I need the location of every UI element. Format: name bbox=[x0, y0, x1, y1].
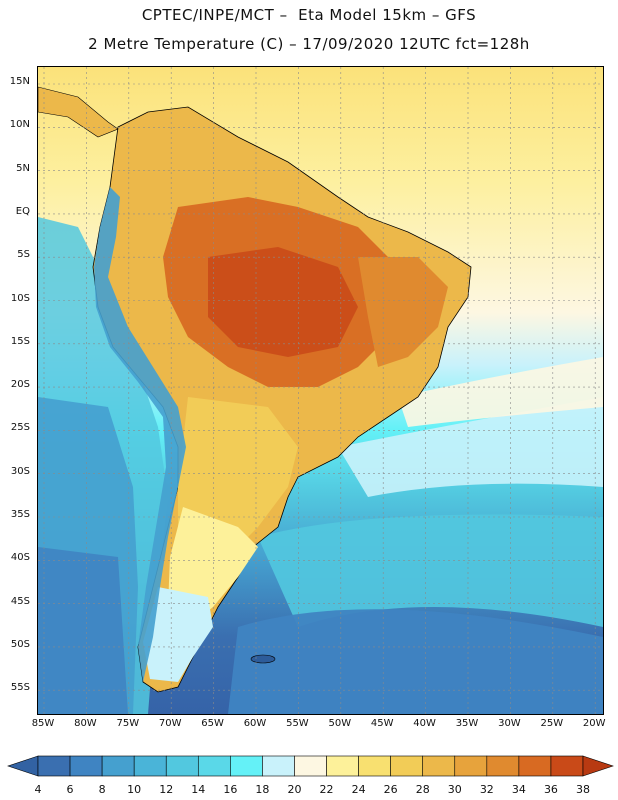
colorbar-swatch bbox=[358, 755, 391, 777]
longitude-label: 50W bbox=[328, 718, 352, 729]
colorbar-tick-label: 24 bbox=[351, 783, 366, 796]
grid-lines bbox=[38, 67, 603, 714]
longitude-label: 75W bbox=[116, 718, 140, 729]
colorbar-swatch bbox=[69, 755, 103, 777]
longitude-label: 60W bbox=[243, 718, 267, 729]
longitude-label: 55W bbox=[286, 718, 309, 729]
colorbar-swatch bbox=[454, 755, 488, 777]
atlantic-cool-field bbox=[258, 514, 603, 627]
colorbar-swatch bbox=[518, 755, 552, 777]
colorbar-tick-label: 4 bbox=[34, 783, 42, 796]
longitude-label: 70W bbox=[158, 718, 182, 729]
latitude-label: 15N bbox=[9, 76, 30, 87]
colorbar-swatch bbox=[165, 755, 199, 777]
latitude-label: 5S bbox=[17, 249, 30, 261]
andes-cold-strip bbox=[94, 187, 186, 682]
longitude-label: 40W bbox=[413, 718, 436, 729]
colorbar-tick-label: 36 bbox=[543, 783, 558, 796]
latitude-label: 20S bbox=[10, 379, 30, 391]
latitude-label: 10N bbox=[9, 119, 30, 131]
colorbar-swatch bbox=[101, 755, 135, 777]
colorbar-tick-label: 32 bbox=[479, 783, 494, 796]
atlantic-cold-field bbox=[228, 609, 603, 714]
colorbar-swatch bbox=[37, 755, 71, 777]
colorbar-swatch bbox=[486, 755, 520, 777]
atlantic-mild-field bbox=[338, 397, 603, 497]
latitude-label: 5N bbox=[16, 162, 30, 174]
latitude-label: 45S bbox=[10, 595, 30, 607]
longitude-label: 25W bbox=[540, 718, 564, 729]
latitude-label: EQ bbox=[15, 205, 30, 217]
northeast-warm-region bbox=[358, 257, 448, 367]
colorbar-tick-label: 34 bbox=[511, 783, 526, 796]
temperature-map bbox=[38, 67, 603, 714]
longitude-label: 30W bbox=[498, 718, 521, 729]
longitude-label: 45W bbox=[370, 718, 394, 729]
map-panel bbox=[37, 66, 604, 715]
colorbar-tick-label: 14 bbox=[191, 783, 206, 796]
colorbar-swatch bbox=[422, 755, 456, 777]
colorbar-tick-label: 30 bbox=[447, 783, 462, 796]
colorbar-tick-label: 12 bbox=[159, 783, 174, 796]
colorbar-swatch bbox=[326, 755, 359, 777]
pacific-colder-field bbox=[38, 547, 128, 714]
colorbar-low-arrow bbox=[7, 755, 39, 777]
colorbar-swatch bbox=[197, 755, 231, 777]
latitude-label: 55S bbox=[10, 682, 30, 694]
latitude-label: 30S bbox=[10, 465, 30, 477]
colorbar-swatch bbox=[550, 755, 584, 777]
longitude-label: 65W bbox=[201, 718, 224, 729]
falkland-islands bbox=[250, 654, 276, 664]
colorbar-tick-label: 10 bbox=[127, 783, 142, 796]
longitude-label: 35W bbox=[455, 718, 479, 729]
latitude-label: 25S bbox=[10, 422, 30, 434]
colorbar-tick-label: 28 bbox=[415, 783, 430, 796]
colorbar-tick-label: 16 bbox=[223, 783, 238, 796]
colorbar-swatch bbox=[390, 755, 424, 777]
colorbar-tick-label: 22 bbox=[319, 783, 334, 796]
latitude-label: 50S bbox=[10, 638, 30, 650]
patagonia-cool-region bbox=[143, 587, 213, 682]
colorbar-tick-label: 26 bbox=[383, 783, 398, 796]
colorbar-tick-label: 18 bbox=[255, 783, 270, 796]
colorbar-swatch bbox=[262, 755, 295, 777]
longitude-label: 20W bbox=[582, 718, 606, 729]
colorbar-swatch bbox=[230, 755, 263, 777]
colorbar bbox=[7, 755, 614, 777]
central-america-land bbox=[38, 86, 119, 138]
latitude-label: 15S bbox=[10, 335, 30, 347]
colorbar-tick-label: 38 bbox=[576, 783, 590, 796]
longitude-label: 85W bbox=[31, 718, 55, 729]
chart-title-line1: CPTEC/INPE/MCT – Eta Model 15km – GFS bbox=[141, 6, 477, 24]
chart-title-line2: 2 Metre Temperature (C) – 17/09/2020 12U… bbox=[88, 35, 530, 53]
colorbar-tick-label: 20 bbox=[287, 783, 302, 796]
colorbar-swatch bbox=[294, 755, 327, 777]
latitude-label: 40S bbox=[10, 552, 30, 564]
longitude-label: 80W bbox=[74, 718, 97, 729]
latitude-label: 10S bbox=[10, 292, 30, 304]
colorbar-high-arrow bbox=[582, 755, 614, 777]
colorbar-swatch bbox=[133, 755, 167, 777]
atlantic-warm-field bbox=[398, 357, 603, 427]
colorbar-tick-label: 6 bbox=[66, 783, 74, 796]
colorbar-tick-label: 8 bbox=[98, 783, 106, 796]
central-hottest-region bbox=[208, 247, 358, 357]
latitude-label: 35S bbox=[10, 509, 30, 520]
